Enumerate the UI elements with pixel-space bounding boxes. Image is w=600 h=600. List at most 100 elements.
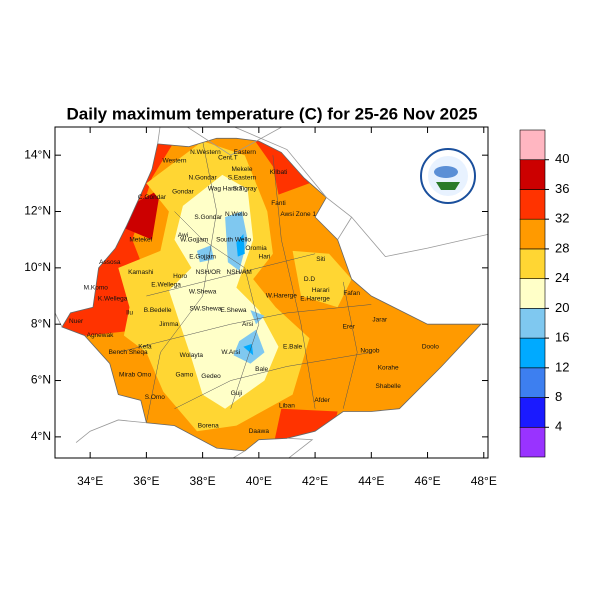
region-label: Cent.T (218, 155, 238, 162)
region-label: Erer (343, 324, 356, 331)
x-tick-label: 34°E (77, 474, 103, 488)
temperature-zone (292, 250, 352, 308)
boundary (272, 155, 316, 409)
region-label: B.Bedelle (144, 307, 172, 314)
region-label: Assosa (99, 259, 121, 266)
region-label: N.Gondar (189, 174, 218, 181)
y-tick-label: 4°N (31, 429, 51, 443)
region-label: N.Western (190, 149, 221, 156)
region-label: E.Gojjam (189, 253, 216, 260)
region-label: Metekel (129, 236, 152, 243)
colorbar-label: 24 (555, 270, 569, 285)
region-label: E.Bale (283, 343, 303, 350)
region-label: Korahe (378, 365, 399, 372)
colorbar-box (519, 189, 546, 220)
logo (420, 148, 476, 204)
colorbar-box (519, 159, 546, 190)
region-label: Borena (198, 422, 219, 429)
region-label: W.Gojjam (180, 236, 208, 243)
border-line (75, 419, 147, 443)
region-label: Gamo (175, 372, 193, 379)
admin-boundaries (118, 141, 372, 423)
region-label: Nogob (360, 348, 380, 355)
region-label: Guji (231, 390, 243, 397)
colorbar-label: 16 (555, 330, 569, 345)
region-label: W.Shewa (189, 289, 217, 296)
x-tick-label: 40°E (246, 474, 272, 488)
colorbar-box (519, 397, 546, 428)
region-label: C.Gondar (138, 194, 167, 201)
region-label: Agnewak (87, 332, 114, 339)
region-label: N.Wello (225, 211, 248, 218)
region-label: Awi (178, 232, 188, 239)
colorbar-box (519, 278, 546, 309)
colorbar-label: 28 (555, 240, 569, 255)
region-label: D.D (304, 276, 316, 283)
neighbour-borders (55, 127, 488, 458)
temperature-zone (272, 408, 338, 449)
colorbar-box (519, 426, 546, 458)
region-label: S.Gondar (194, 214, 223, 221)
x-tick-label: 44°E (358, 474, 384, 488)
region-label: Oromia (245, 245, 267, 252)
region-label: NSH/AM (227, 269, 252, 276)
region-label: W.Arsi (221, 349, 240, 356)
chart-title: Daily maximum temperature (C) for 25-26 … (67, 104, 478, 123)
y-tick-label: 10°N (24, 260, 51, 274)
colorbar-label: 12 (555, 359, 569, 374)
x-tick-label: 48°E (471, 474, 497, 488)
region-label: Gedeo (201, 373, 221, 380)
region-label: Bale (255, 366, 268, 373)
colorbar-label: 40 (555, 151, 569, 166)
colorbar-label: 4 (555, 419, 562, 434)
y-tick-label: 12°N (24, 204, 51, 218)
region-label: Fanti (271, 200, 285, 207)
region-label: K.Wellega (98, 296, 128, 303)
border-line (186, 127, 283, 156)
colorbar-label: 8 (555, 389, 562, 404)
y-tick-label: 8°N (31, 316, 51, 330)
border-line (232, 450, 245, 458)
x-tick-label: 46°E (414, 474, 440, 488)
region-label: Awsi Zone 1 (280, 211, 316, 218)
region-label: S.Tigray (233, 186, 258, 193)
region-label: Western (162, 158, 186, 165)
temperature-zone (250, 310, 265, 325)
region-label: Harari (312, 287, 330, 294)
region-label: Horo (173, 273, 187, 280)
boundary (118, 304, 372, 353)
temperature-zone (236, 234, 245, 257)
region-label: Doolo (422, 343, 439, 350)
y-tick-label: 6°N (31, 373, 51, 387)
region-label: Kefa (138, 343, 152, 350)
temperature-zone (197, 245, 214, 263)
region-label: Arsi (242, 321, 253, 328)
colorbar-box (519, 129, 546, 161)
region-label: Gondar (172, 189, 195, 196)
boundary (174, 352, 372, 409)
region-label: E.Wellega (151, 281, 181, 288)
region-label: S.Omo (145, 394, 166, 401)
region-label: Kamashi (128, 269, 153, 276)
boundary (174, 211, 260, 409)
colorbar-box (519, 308, 546, 339)
region-label: Nuer (69, 318, 84, 325)
region-label: Mirab Omo (119, 372, 152, 379)
region-label: Wolayta (180, 352, 204, 359)
region-label: Jimma (159, 321, 179, 328)
region-label: S.Eastern (228, 174, 257, 181)
region-label: Eastern (234, 149, 257, 156)
region-label: Fafan (343, 290, 360, 297)
region-label: Daawa (249, 428, 270, 435)
region-label: Wag Hamra (208, 186, 243, 193)
border-line (337, 216, 352, 240)
temperature-zone (243, 343, 254, 356)
region-label: South Wello (216, 236, 251, 243)
boundary (146, 141, 217, 423)
region-label: Siti (316, 256, 325, 263)
temperature-zone (118, 189, 161, 240)
boundary (146, 253, 316, 297)
region-label: Jarar (372, 317, 388, 324)
x-tick-label: 38°E (190, 474, 216, 488)
